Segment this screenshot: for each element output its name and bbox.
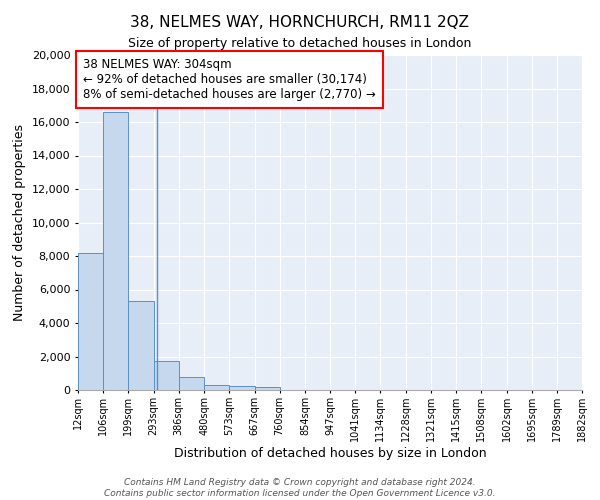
Bar	[179, 378, 204, 390]
Bar	[103, 112, 128, 390]
Text: 38 NELMES WAY: 304sqm
← 92% of detached houses are smaller (30,174)
8% of semi-d: 38 NELMES WAY: 304sqm ← 92% of detached …	[83, 58, 376, 102]
Text: Size of property relative to detached houses in London: Size of property relative to detached ho…	[128, 38, 472, 51]
Bar	[229, 386, 254, 390]
Bar	[204, 385, 229, 390]
Bar	[254, 386, 280, 390]
Bar	[78, 252, 103, 390]
Text: Contains HM Land Registry data © Crown copyright and database right 2024.
Contai: Contains HM Land Registry data © Crown c…	[104, 478, 496, 498]
X-axis label: Distribution of detached houses by size in London: Distribution of detached houses by size …	[173, 446, 487, 460]
Text: 38, NELMES WAY, HORNCHURCH, RM11 2QZ: 38, NELMES WAY, HORNCHURCH, RM11 2QZ	[131, 15, 470, 30]
Bar	[154, 360, 179, 390]
Y-axis label: Number of detached properties: Number of detached properties	[13, 124, 26, 321]
Bar	[128, 301, 154, 390]
